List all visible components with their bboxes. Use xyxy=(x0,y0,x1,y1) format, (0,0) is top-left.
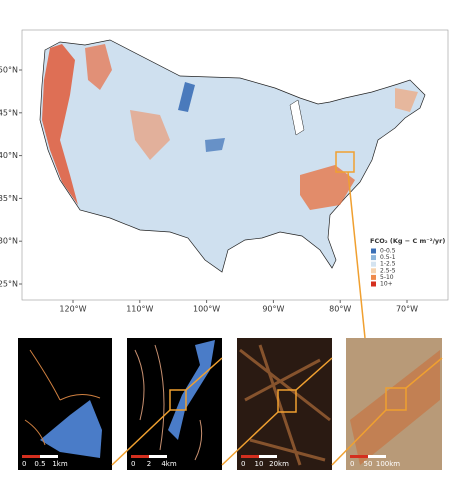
inset-streams xyxy=(134,344,203,461)
lat-tick-label: 40°N xyxy=(0,151,18,160)
scale-bar xyxy=(350,455,368,458)
scale-label: 1km xyxy=(52,460,68,468)
zoom-line xyxy=(405,357,443,389)
lat-tick-label: 30°N xyxy=(0,237,18,246)
legend-swatch xyxy=(371,255,376,261)
lat-tick-label: 25°N xyxy=(0,280,18,289)
axis-ticks: 50°N 45°N 40°N 35°N 30°N 25°N 120°W 110°W 100°W 9… xyxy=(0,66,418,314)
scale-label: 0 xyxy=(131,460,135,468)
legend-label: 0-0.5 xyxy=(380,248,396,255)
zoom-line xyxy=(111,409,171,466)
lake-region xyxy=(205,138,225,152)
scale-label: 20km xyxy=(269,460,289,468)
legend-label: 1-2.5 xyxy=(380,261,396,268)
scale-label: 0 xyxy=(350,460,354,468)
insets: 0 0.5 1km 0 2 4km 0 10 20km 0 50 100km xyxy=(18,338,443,470)
inset-streams xyxy=(239,344,331,466)
us-outline xyxy=(39,39,426,273)
lat-tick-label: 35°N xyxy=(0,194,18,203)
scale-label: 4km xyxy=(161,460,177,468)
scale-bar xyxy=(131,455,149,458)
legend-swatch xyxy=(371,261,376,267)
lat-tick-label: 45°N xyxy=(0,108,18,117)
lat-tick-label: 50°N xyxy=(0,66,18,75)
scale-label: 0 xyxy=(241,460,245,468)
legend-label: 2.5-5 xyxy=(380,267,396,274)
legend-label: 10+ xyxy=(380,281,393,288)
legend-swatch xyxy=(371,281,376,287)
lon-tick-label: 80°W xyxy=(329,305,351,314)
scale-label: 50 xyxy=(364,460,373,468)
scale-label: 0.5 xyxy=(34,460,45,468)
inset-water xyxy=(40,400,102,458)
scale-label: 100km xyxy=(376,460,400,468)
inset-streams xyxy=(24,349,101,446)
lon-tick-label: 100°W xyxy=(193,305,220,314)
legend-label: 0.5-1 xyxy=(380,254,396,261)
appalachian-hotspot xyxy=(300,165,355,210)
zoom-box xyxy=(335,151,355,173)
scale-label: 2 xyxy=(147,460,151,468)
legend-title: FCO₂ (Kg − C m⁻²/yr) xyxy=(370,237,445,245)
zoom-line xyxy=(295,357,333,391)
scale-bar xyxy=(40,455,58,458)
rockies-hotspot xyxy=(85,44,112,90)
inset-water xyxy=(168,340,215,440)
legend-swatch xyxy=(371,268,376,274)
zoom-box xyxy=(385,387,407,411)
reservoir xyxy=(178,82,195,112)
lon-tick-label: 90°W xyxy=(262,305,284,314)
scale-bar xyxy=(149,455,167,458)
scale-bar xyxy=(22,455,40,458)
legend-label: 5-10 xyxy=(380,274,394,281)
lon-tick-label: 110°W xyxy=(126,305,153,314)
colorado-hotspot xyxy=(130,110,170,160)
zoom-line xyxy=(185,357,223,391)
scale-bar xyxy=(241,455,259,458)
northeast-hotspot xyxy=(395,88,418,112)
zoom-box xyxy=(169,389,187,411)
scale-bar xyxy=(368,455,386,458)
zoom-line xyxy=(331,409,387,466)
scale-bar xyxy=(259,455,277,458)
scale-label: 10 xyxy=(255,460,264,468)
zoom-line xyxy=(347,171,366,339)
west-coast-hotspot xyxy=(42,44,78,205)
legend-swatch xyxy=(371,248,376,254)
zoom-line xyxy=(221,411,279,466)
zoom-box xyxy=(277,389,297,413)
legend-swatch xyxy=(371,274,376,280)
lon-tick-label: 70°W xyxy=(396,305,418,314)
lon-tick-label: 120°W xyxy=(59,305,86,314)
scale-label: 0 xyxy=(22,460,26,468)
lake-michigan xyxy=(289,99,305,136)
